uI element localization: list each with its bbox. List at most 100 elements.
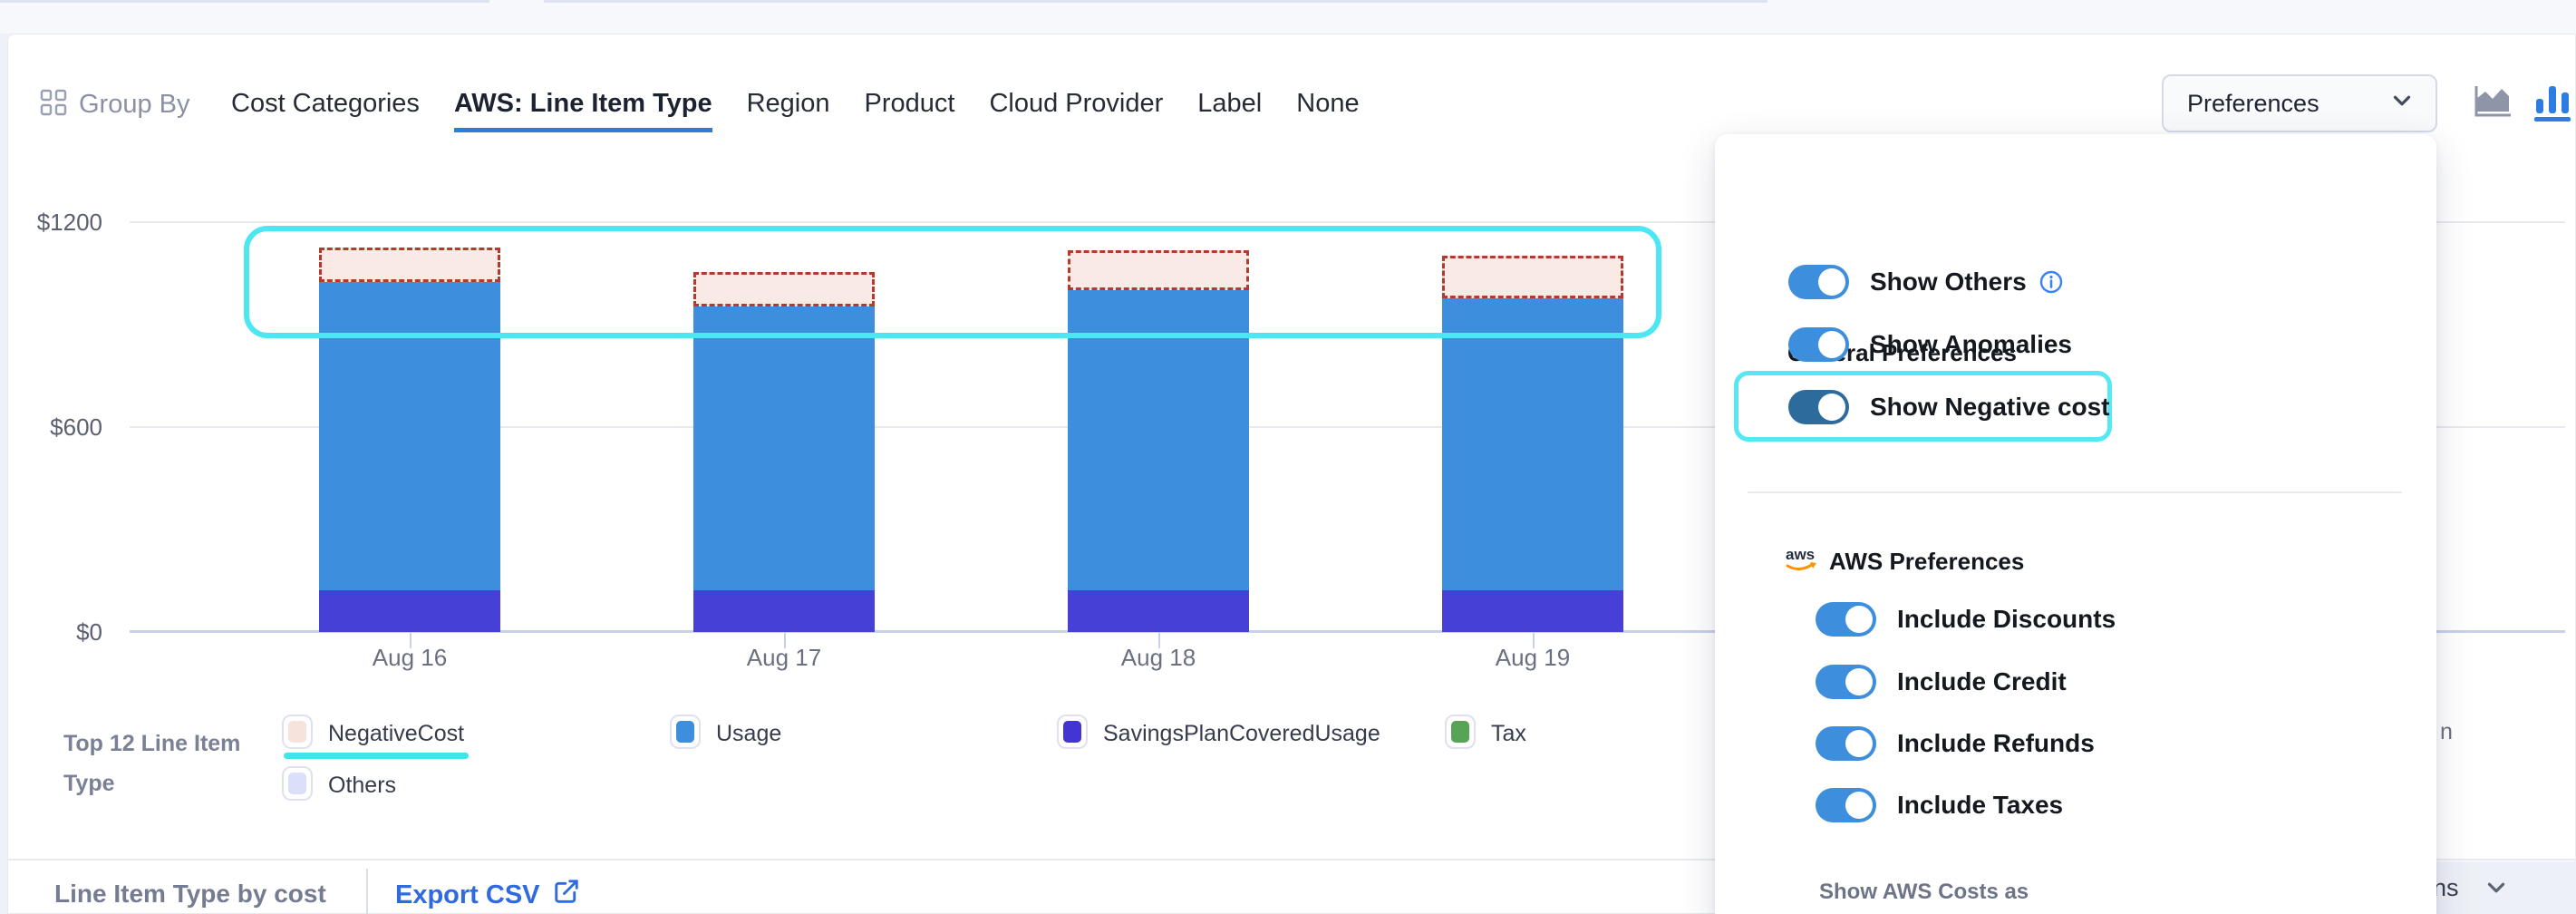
show-aws-costs-as-label: Show AWS Costs as	[1819, 880, 2029, 904]
legend-swatch-fill	[1451, 721, 1469, 743]
x-axis-tick	[410, 633, 412, 648]
area-chart-icon[interactable]	[2471, 84, 2514, 125]
table-section-title: Line Item Type by cost	[54, 880, 326, 908]
chevron-down-icon	[2487, 882, 2504, 893]
toggle-include-credit[interactable]	[1816, 665, 1876, 699]
negative-cost-legend-underline	[284, 753, 469, 759]
toggle-label: Show Others	[1870, 267, 2027, 296]
legend-swatch-usage[interactable]	[670, 715, 701, 749]
bar-segment-usage[interactable]	[1442, 297, 1623, 591]
toggle-label: Show Anomalies	[1870, 330, 2073, 358]
bar-segment-usage[interactable]	[693, 306, 875, 591]
x-axis-label: Aug 18	[1120, 644, 1196, 671]
toggle-knob	[1818, 394, 1845, 421]
gridline-600	[130, 426, 2565, 428]
chevron-down-icon	[2388, 87, 2416, 121]
tab-region[interactable]: Region	[746, 89, 830, 118]
toggle-row-show-negative-cost: Show Negative cost	[1788, 390, 2110, 424]
legend-label-negativecost: NegativeCost	[328, 721, 465, 746]
footer-separator	[7, 859, 2576, 861]
bar-segment-usage[interactable]	[1068, 289, 1249, 591]
aws-preferences-heading: AWS Preferences	[1829, 548, 2025, 575]
toggle-label: Include Taxes	[1897, 791, 2064, 819]
toggle-row-show-anomalies: Show Anomalies	[1788, 327, 2072, 362]
y-tick-0: $0	[76, 618, 102, 646]
bar-segment-negativecost[interactable]	[1068, 249, 1249, 290]
bar-chart-active-underline	[2534, 117, 2571, 122]
panel-divider	[1748, 491, 2402, 493]
toggle-label: Include Refunds	[1897, 729, 2095, 757]
toggle-knob	[1845, 792, 1873, 819]
footer-divider	[366, 869, 368, 914]
tab-aws-line-item-type[interactable]: AWS: Line Item Type	[453, 89, 712, 132]
top-edge-line-left	[0, 0, 489, 3]
group-by-label: Group By	[79, 90, 190, 119]
toggle-label: Include Credit	[1897, 667, 2067, 695]
legend-swatch-negativecost[interactable]	[282, 715, 313, 749]
bar-segment-negativecost[interactable]	[693, 271, 875, 307]
toggle-knob	[1818, 268, 1845, 296]
toggle-show-anomalies[interactable]	[1788, 327, 1849, 362]
x-axis-tick	[784, 633, 786, 648]
chart-type-switcher	[2471, 84, 2571, 125]
svg-text:aws: aws	[1786, 546, 1815, 563]
legend-swatch-others[interactable]	[282, 766, 313, 801]
toggle-knob	[1845, 730, 1873, 757]
legend-swatch-fill	[1063, 721, 1081, 743]
x-axis-tick	[1158, 633, 1160, 648]
export-csv-link[interactable]: Export CSV	[395, 878, 580, 912]
toggle-row-include-discounts: Include Discounts	[1816, 602, 2116, 637]
bar-segment-savingsplancoveredusage[interactable]	[693, 590, 875, 632]
bar-segment-negativecost[interactable]	[1442, 255, 1623, 298]
legend-title: Top 12 Line Item Type	[63, 731, 241, 796]
x-axis-label: Aug 17	[746, 644, 822, 671]
toggle-include-taxes[interactable]	[1816, 788, 1876, 822]
toggle-knob	[1818, 331, 1845, 358]
toggle-row-include-credit: Include Credit	[1816, 665, 2067, 699]
toggle-row-include-refunds: Include Refunds	[1816, 726, 2095, 761]
group-by-tabs: Cost Categories AWS: Line Item Type Region…	[231, 89, 1360, 132]
negative-cost-highlight-box	[244, 226, 1661, 338]
preferences-panel: General Preferences Show Others Show Anom…	[1715, 134, 2436, 914]
toggle-row-include-taxes: Include Taxes	[1816, 788, 2063, 822]
info-icon[interactable]	[2039, 270, 2063, 294]
bar-segment-savingsplancoveredusage[interactable]	[1068, 590, 1249, 632]
show-negative-cost-highlight-box	[1734, 371, 2112, 442]
x-axis-tick	[1533, 633, 1535, 648]
y-tick-1200: $1200	[36, 209, 102, 236]
legend-swatch-savingsplancoveredusage[interactable]	[1057, 715, 1088, 749]
x-axis-label: Aug 19	[1495, 644, 1571, 671]
toggle-include-discounts[interactable]	[1816, 602, 1876, 637]
tab-label[interactable]: Label	[1197, 89, 1263, 118]
legend-label-savingsplancoveredusage: SavingsPlanCoveredUsage	[1103, 721, 1380, 746]
y-tick-600: $600	[50, 413, 102, 441]
x-axis-line	[130, 630, 2565, 633]
gridline-1200	[130, 221, 2565, 223]
legend-swatch-tax[interactable]	[1445, 715, 1476, 749]
tab-none[interactable]: None	[1296, 89, 1360, 118]
toggle-row-show-others: Show Others	[1788, 265, 2063, 299]
grid-icon	[40, 89, 67, 121]
bar-segment-savingsplancoveredusage[interactable]	[1442, 590, 1623, 632]
aws-preferences-heading-row: aws AWS Preferences	[1784, 544, 2024, 579]
toggle-label: Include Discounts	[1897, 605, 2116, 633]
tab-product[interactable]: Product	[864, 89, 955, 118]
top-edge-line-right	[544, 0, 1767, 3]
tab-cost-categories[interactable]: Cost Categories	[231, 89, 420, 118]
toggle-show-negative-cost[interactable]	[1788, 390, 1849, 424]
legend-label-usage: Usage	[716, 721, 782, 746]
toggle-include-refunds[interactable]	[1816, 726, 1876, 761]
legend-item-partial: n	[2440, 719, 2453, 744]
toggle-show-others[interactable]	[1788, 265, 1849, 299]
legend-swatch-fill	[676, 721, 694, 743]
tab-cloud-provider[interactable]: Cloud Provider	[989, 89, 1164, 118]
preferences-button-label: Preferences	[2187, 89, 2319, 117]
bar-chart-icon[interactable]	[2534, 84, 2571, 122]
external-link-icon	[553, 878, 580, 912]
bar-segment-negativecost[interactable]	[319, 247, 500, 282]
preferences-button[interactable]: Preferences	[2162, 74, 2437, 132]
bar-segment-savingsplancoveredusage[interactable]	[319, 590, 500, 632]
top-strip	[0, 0, 2576, 34]
legend-label-tax: Tax	[1491, 721, 1526, 746]
